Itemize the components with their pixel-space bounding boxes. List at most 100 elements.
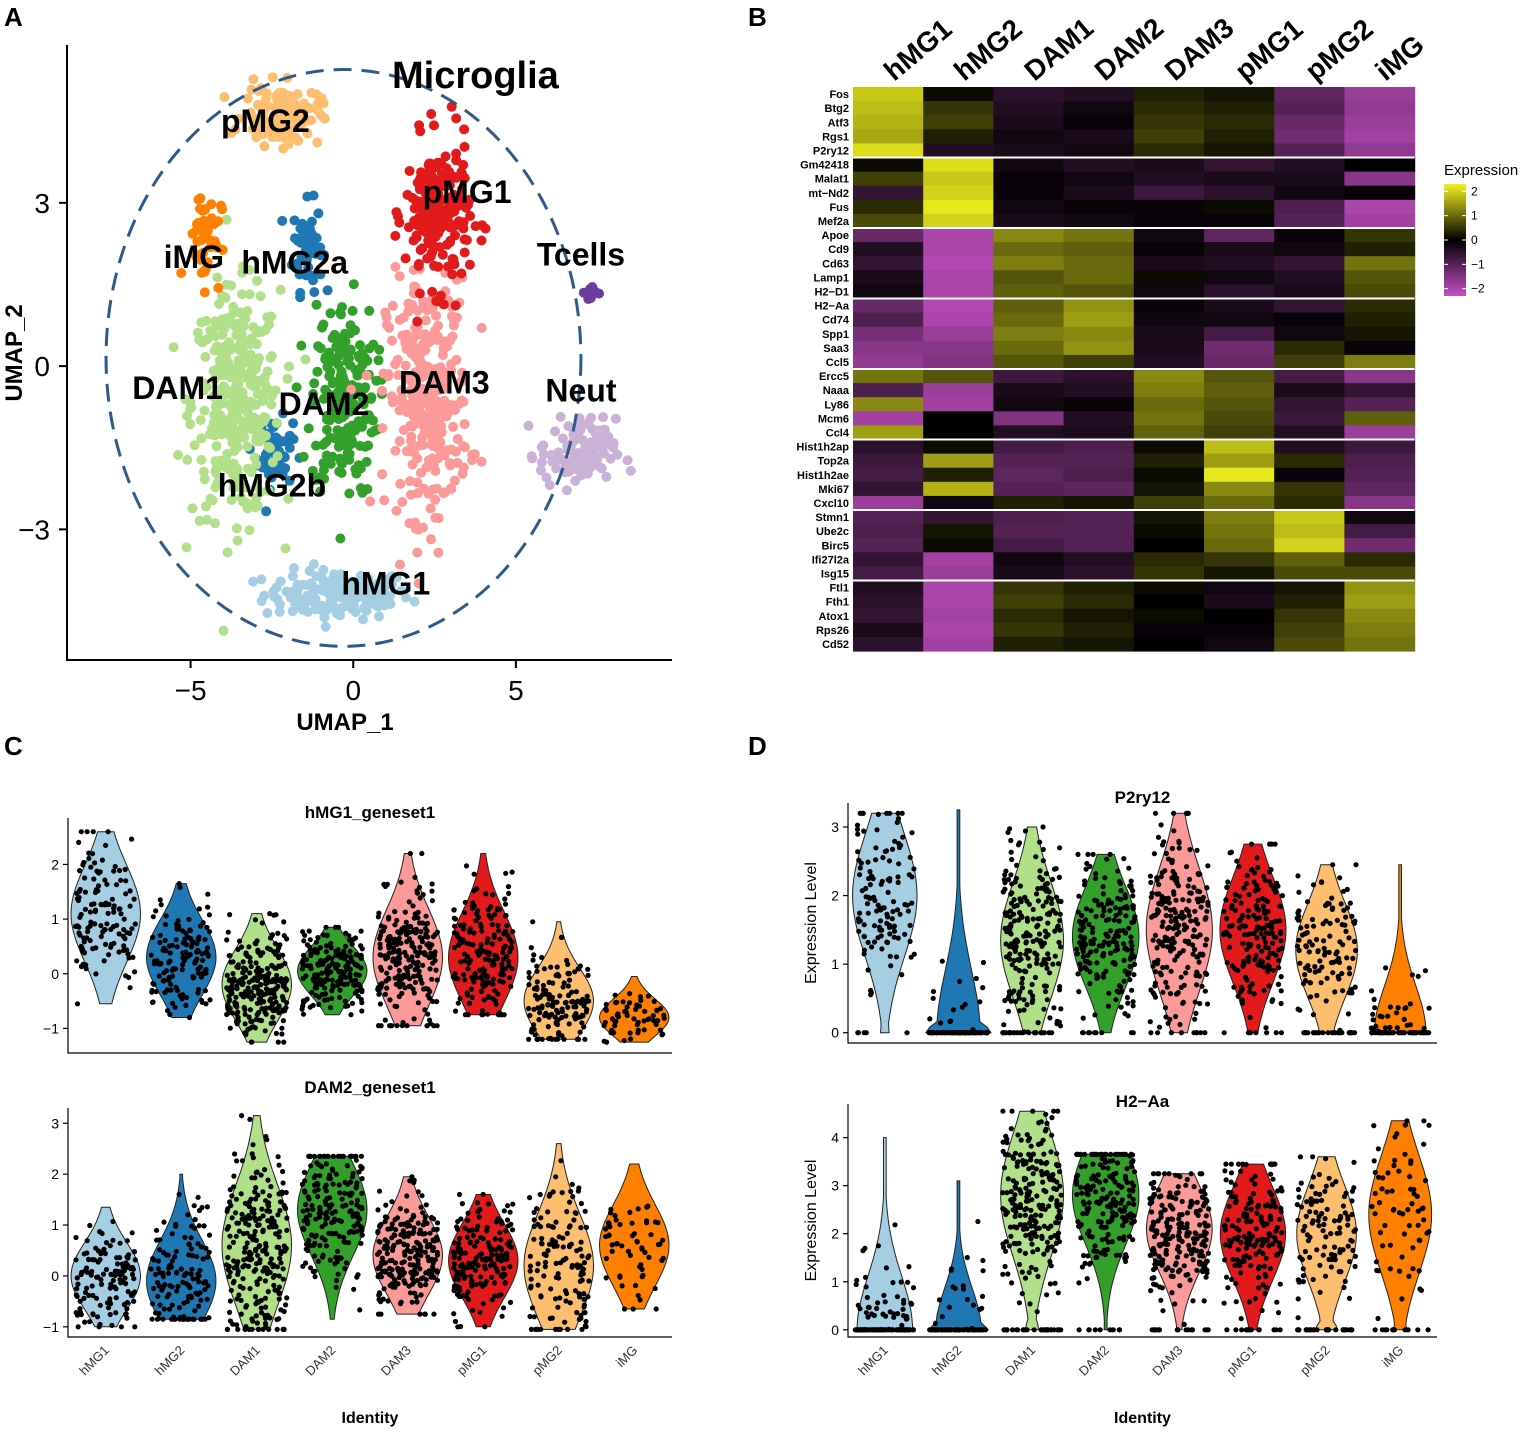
heatmap-cell-Mef2a-DAM3	[1133, 213, 1205, 229]
violin-point-hMG2	[188, 1223, 195, 1229]
umap-label-hMG2b: hMG2b	[218, 468, 326, 504]
violin-point-DAM1	[277, 942, 283, 948]
violin-point-DAM3	[392, 909, 398, 915]
violin-point-DAM3	[432, 1257, 438, 1263]
umap-point-DAM1	[215, 424, 226, 435]
violin-point-pMG2	[541, 966, 548, 972]
violin-point-pMG2	[527, 1263, 534, 1269]
violin-point-hMG1	[101, 958, 107, 964]
violin-point-DAM3	[377, 1223, 383, 1230]
heatmap-cell-Ccl4-DAM1	[993, 425, 1065, 441]
violin-point-DAM1	[267, 1269, 273, 1276]
violin-point-DAM3	[422, 1007, 428, 1013]
umap-x-tick-label: −5	[175, 675, 207, 706]
heatmap-cell-Apoe-pMG2	[1274, 228, 1345, 243]
violin-point-pMG2	[530, 957, 536, 963]
umap-point-pMG1	[447, 269, 458, 280]
violin-y-tick-label: 3	[831, 819, 839, 835]
violin-point-DAM1	[240, 1231, 247, 1237]
umap-point-pMG1	[391, 207, 402, 218]
violin-point-DAM2	[319, 1224, 325, 1230]
violin-point-DAM2	[300, 1000, 307, 1006]
heatmap-cell-Isg15-DAM3	[1133, 566, 1205, 582]
umap-point-hMG1	[371, 596, 382, 607]
violin-point-pMG2	[531, 952, 537, 958]
violin-point-pMG1	[468, 1280, 474, 1286]
violin-point-DAM3	[412, 874, 418, 880]
umap-point-hMG1	[324, 577, 335, 587]
violin-point-pMG2	[541, 1273, 547, 1279]
heatmap-cell-Stmn1-DAM2	[1063, 510, 1135, 525]
violin-point-iMG	[660, 1255, 666, 1261]
umap-point-DAM1	[222, 313, 233, 324]
violin-point-hMG1	[118, 877, 124, 883]
violin-point-DAM1	[229, 1215, 235, 1221]
violin-point-DAM2	[299, 966, 305, 972]
violin-point-DAM1	[228, 1202, 234, 1209]
umap-point-DAM3	[377, 385, 387, 396]
violin-point-hMG2	[157, 1302, 163, 1308]
heatmap-cell-Apoe-hMG2	[923, 228, 994, 243]
heatmap-cell-Isg15-pMG1	[1204, 566, 1275, 582]
violin-point-hMG2	[957, 978, 963, 985]
heatmap-cell-Fos-DAM3	[1133, 87, 1205, 102]
violin-point-pMG1	[479, 1251, 485, 1257]
heatmap-cell-Atox1-DAM1	[993, 608, 1065, 624]
violin-point-hMG1	[907, 854, 913, 861]
umap-point-hMG1	[298, 604, 309, 615]
violin-point-iMG	[645, 1203, 651, 1209]
umap-point-DAM3	[416, 383, 427, 394]
violin-point-DAM3	[410, 903, 416, 909]
umap-point-pMG1	[407, 192, 418, 203]
violin-point-hMG1	[125, 951, 131, 957]
violin-point-DAM1	[274, 972, 280, 979]
violin-point-DAM2	[328, 945, 334, 951]
violin-point-hMG1	[111, 903, 117, 909]
violin-point-DAM3	[389, 1267, 395, 1273]
violin-point-DAM2	[359, 1008, 365, 1014]
umap-point-hMG2	[309, 287, 320, 298]
violin-point-DAM3	[400, 981, 406, 987]
violin-point-DAM1	[262, 1167, 268, 1173]
violin-point-hMG2	[168, 987, 174, 993]
violin-point-hMG2	[157, 939, 163, 946]
violin-point-hMG2	[169, 967, 175, 973]
violin-point-hMG1	[88, 901, 95, 908]
violin-point-pMG1	[465, 1210, 471, 1216]
violin-point-pMG2	[526, 1036, 532, 1042]
heatmap-cell-Mef2a-pMG2	[1274, 213, 1345, 229]
violin-point-pMG2	[530, 919, 536, 925]
violin-point-pMG2	[579, 1253, 585, 1259]
violin-x-tick-label: iMG	[613, 1343, 640, 1370]
umap-point-DAM3	[433, 385, 444, 396]
heatmap-cell-Cxcl10-DAM1	[993, 495, 1065, 511]
umap-point-hMG1	[359, 603, 370, 613]
violin-point-hMG1	[129, 926, 135, 932]
violin-point-pMG2	[556, 1031, 562, 1038]
violin-point-hMG1	[111, 909, 117, 915]
heatmap-cell-Ercc5-pMG2	[1274, 369, 1345, 384]
violin-point-DAM1	[230, 959, 236, 965]
violin-point-pMG1	[467, 957, 474, 963]
violin-point-pMG1	[479, 1283, 485, 1289]
violin-point-DAM3	[391, 945, 397, 952]
umap-point-hMG1	[401, 592, 411, 603]
violin-point-hMG1	[129, 836, 135, 842]
heatmap-cell-Stmn1-DAM1	[993, 510, 1065, 525]
violin-point-DAM2	[333, 1230, 339, 1237]
umap-point-pMG1	[413, 259, 424, 269]
violin-point-hMG2	[170, 1000, 176, 1007]
violin-point-DAM3	[386, 934, 392, 940]
violin-point-DAM1	[273, 1030, 279, 1036]
umap-point-DAM1	[206, 423, 217, 434]
violin-point-pMG1	[488, 915, 494, 921]
violin-x-tick-label: DAM3	[378, 1343, 414, 1379]
violin-point-hMG1	[888, 963, 894, 969]
violin-point-pMG2	[569, 989, 575, 995]
violin-point-DAM3	[423, 921, 429, 927]
violin-point-pMG1	[499, 1313, 505, 1319]
violin-point-DAM3	[416, 1230, 422, 1236]
umap-point-Neut	[610, 413, 621, 424]
violin-point-DAM1	[246, 979, 252, 985]
violin-point-DAM1	[226, 1263, 232, 1269]
